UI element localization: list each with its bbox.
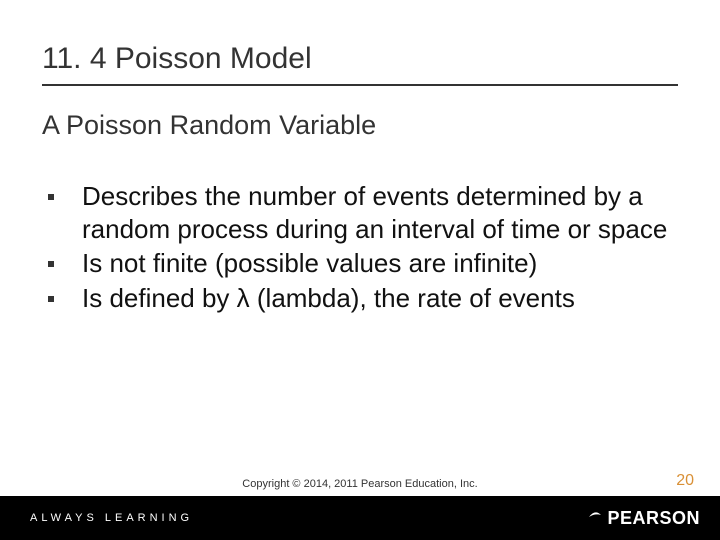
bullet-list: Describes the number of events determine… bbox=[42, 180, 682, 316]
footer-tagline: ALWAYS LEARNING bbox=[30, 512, 193, 524]
bullet-marker-icon bbox=[48, 296, 54, 302]
list-item: Is defined by λ (lambda), the rate of ev… bbox=[42, 282, 682, 315]
brand-logo: PEARSON bbox=[587, 508, 700, 529]
brand-swoosh-icon bbox=[587, 507, 603, 528]
bullet-text: Describes the number of events determine… bbox=[82, 181, 667, 244]
bullet-marker-icon bbox=[48, 194, 54, 200]
slide-title: 11. 4 Poisson Model bbox=[42, 42, 312, 76]
list-item: Is not finite (possible values are infin… bbox=[42, 247, 682, 280]
bullet-marker-icon bbox=[48, 261, 54, 267]
bullet-text: Is defined by λ (lambda), the rate of ev… bbox=[82, 283, 575, 313]
footer-bar: ALWAYS LEARNING PEARSON bbox=[0, 496, 720, 540]
title-underline bbox=[42, 84, 678, 86]
slide: 11. 4 Poisson Model A Poisson Random Var… bbox=[0, 0, 720, 540]
bullet-text: Is not finite (possible values are infin… bbox=[82, 248, 537, 278]
page-number: 20 bbox=[676, 472, 694, 490]
list-item: Describes the number of events determine… bbox=[42, 180, 682, 245]
copyright-text: Copyright © 2014, 2011 Pearson Education… bbox=[0, 478, 720, 490]
brand-text: PEARSON bbox=[607, 508, 700, 529]
slide-subtitle: A Poisson Random Variable bbox=[42, 110, 376, 141]
